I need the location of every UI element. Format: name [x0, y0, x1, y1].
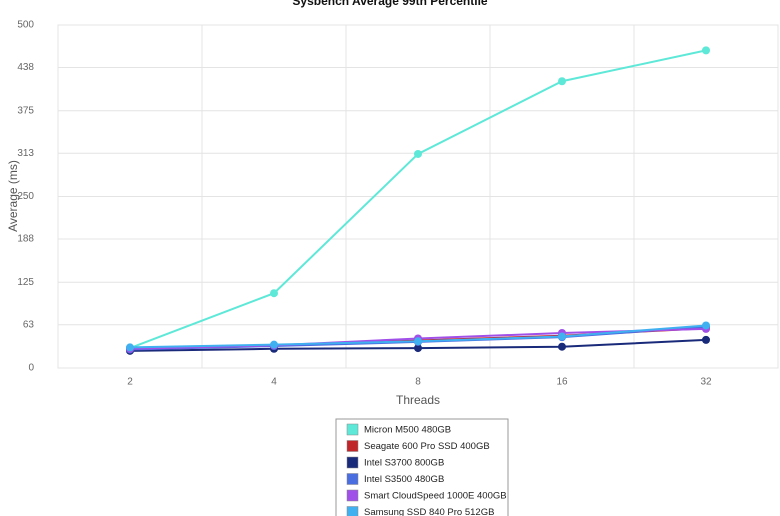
- data-point: [126, 343, 134, 352]
- data-point: [558, 332, 566, 341]
- y-tick-label: 63: [23, 319, 35, 330]
- data-point: [558, 77, 566, 86]
- legend-label: Micron M500 480GB: [364, 425, 451, 436]
- y-tick-label: 500: [17, 20, 34, 31]
- x-tick-label: 8: [415, 377, 421, 388]
- y-tick-label: 313: [17, 148, 34, 159]
- legend-swatch: [346, 440, 359, 452]
- data-point: [414, 337, 422, 346]
- chart-title: Sysbench Average 99th Percentile: [292, 0, 488, 8]
- legend-swatch: [346, 506, 359, 516]
- legend-swatch: [346, 423, 359, 436]
- legend-swatch: [346, 489, 359, 502]
- legend-label: Smart CloudSpeed 1000E 400GB: [364, 491, 507, 502]
- x-tick-label: 32: [700, 377, 712, 388]
- legend-label: Samsung SSD 840 Pro 512GB: [364, 507, 494, 516]
- y-axis-label: Average (ms): [6, 160, 20, 232]
- data-point: [414, 344, 422, 353]
- x-tick-label: 2: [127, 377, 133, 388]
- legend-swatch: [346, 456, 359, 469]
- legend-label: Intel S3500 480GB: [364, 474, 444, 485]
- series-line: [129, 49, 707, 350]
- legend-swatch: [346, 473, 359, 485]
- y-tick-label: 250: [17, 191, 34, 202]
- y-tick-label: 125: [17, 277, 34, 288]
- data-point: [558, 342, 566, 351]
- data-point: [702, 46, 710, 55]
- y-tick-label: 375: [17, 105, 34, 116]
- data-point: [270, 289, 278, 298]
- legend-label: Seagate 600 Pro SSD 400GB: [364, 441, 490, 452]
- data-point: [702, 335, 710, 344]
- x-tick-label: 16: [556, 377, 568, 388]
- legend-box: [335, 418, 509, 516]
- y-tick-label: 188: [17, 234, 34, 245]
- y-tick-label: 438: [17, 62, 34, 73]
- data-point: [414, 149, 422, 158]
- data-point: [702, 321, 710, 330]
- x-tick-label: 4: [271, 377, 277, 388]
- data-point: [270, 340, 278, 349]
- y-tick-label: 0: [28, 363, 34, 374]
- x-axis-label: Threads: [396, 393, 440, 407]
- legend-label: Intel S3700 800GB: [364, 458, 444, 469]
